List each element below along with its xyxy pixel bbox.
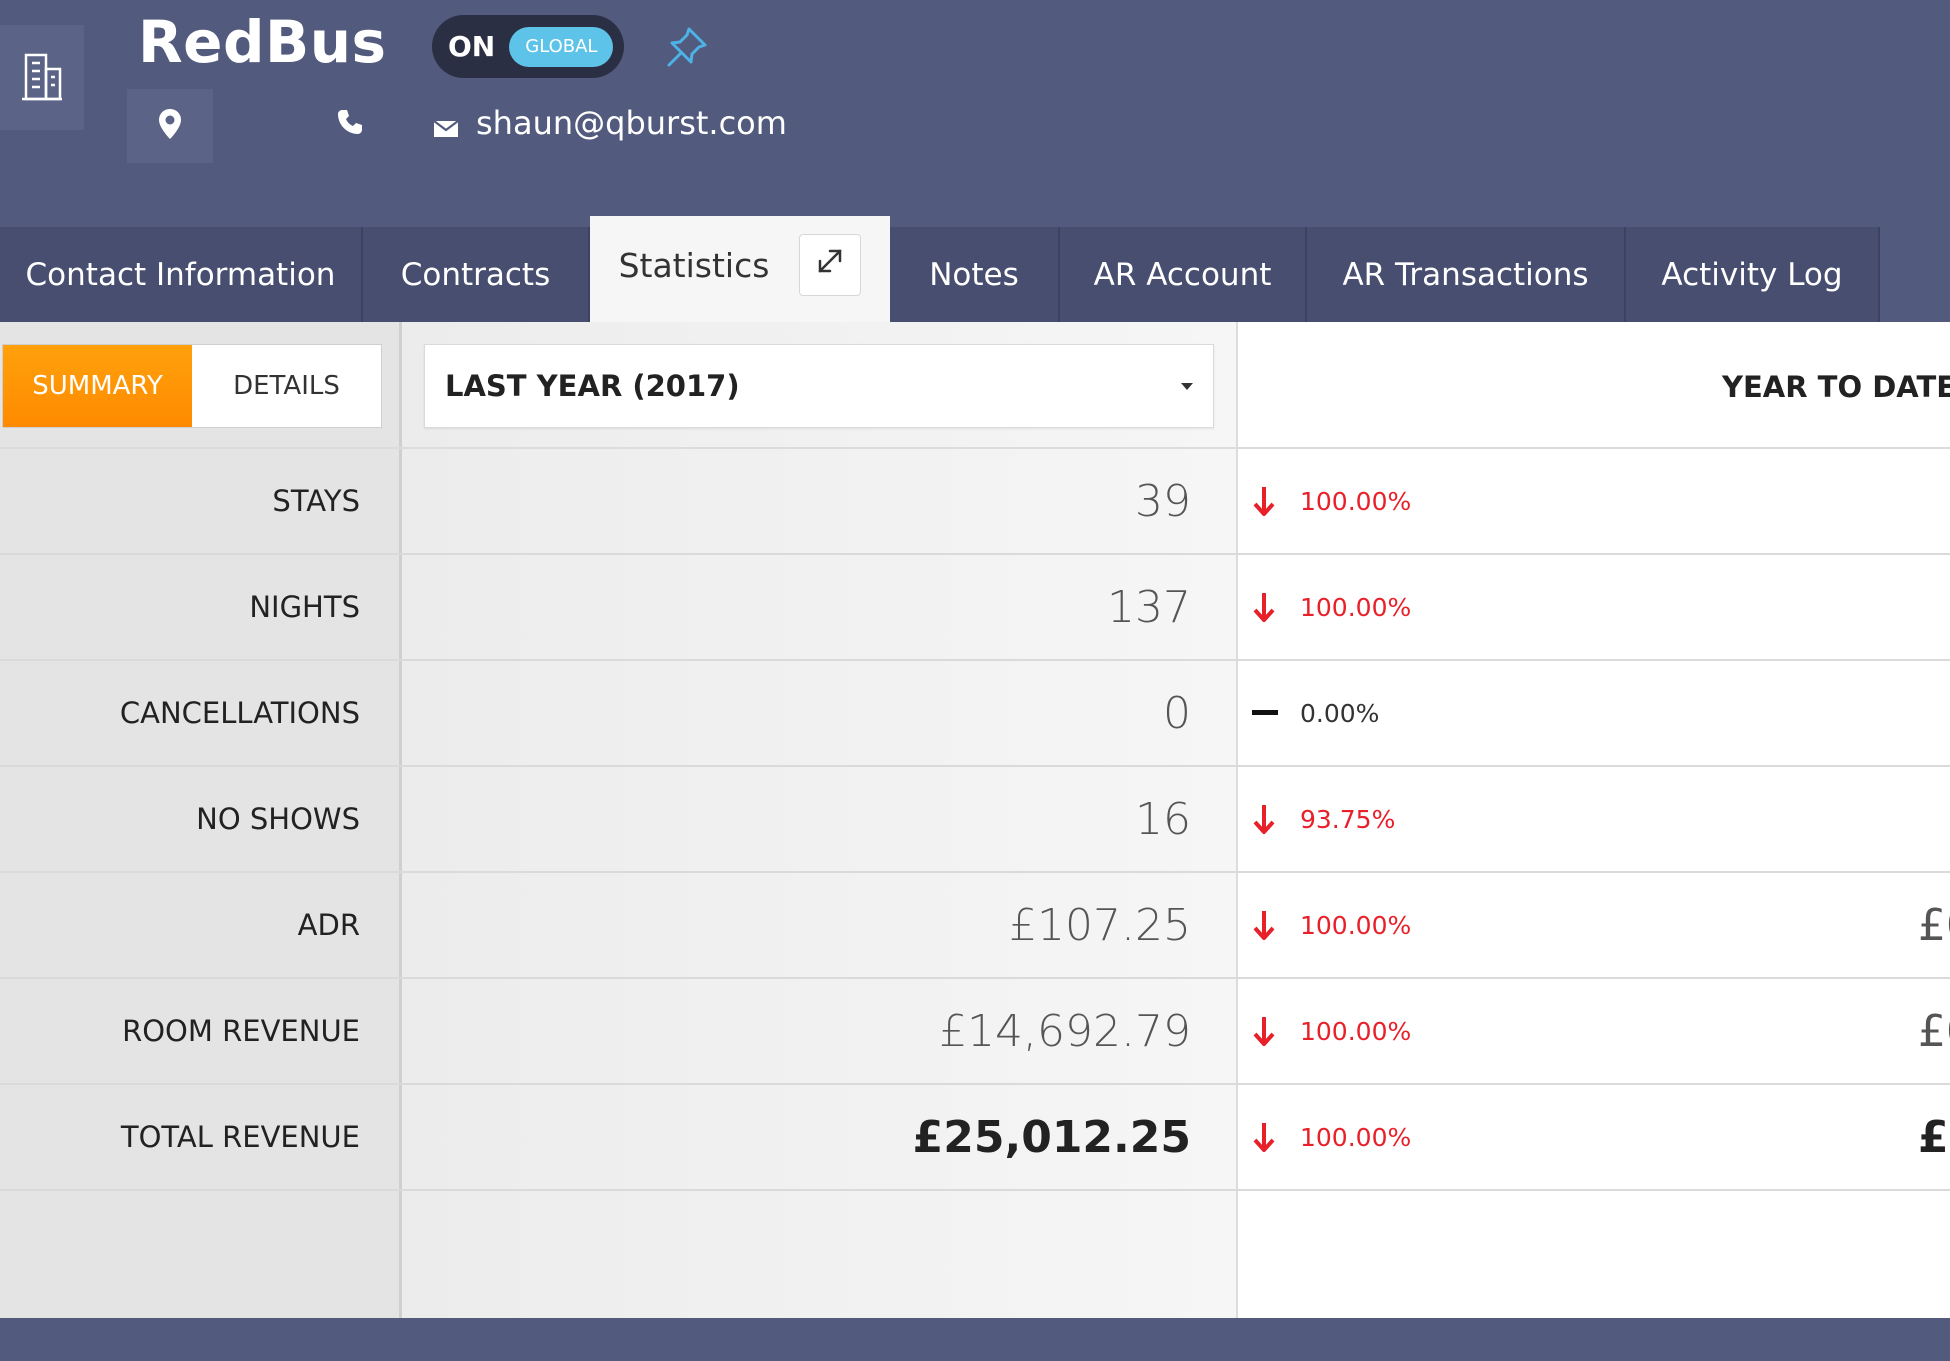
statistics-row: CANCELLATIONS 0 0.00% — [0, 661, 1950, 767]
expand-icon — [813, 244, 847, 286]
metric-label: CANCELLATIONS — [119, 696, 360, 730]
period-select[interactable]: LAST YEAR (2017) — [424, 344, 1214, 428]
tab-label: Contracts — [400, 256, 551, 293]
change-percent: 100.00% — [1300, 1016, 1412, 1046]
metric-change: 100.00% — [1252, 555, 1411, 659]
ytd-value: £0 — [1918, 899, 1950, 951]
summary-button[interactable]: SUMMARY — [3, 345, 192, 427]
arrow-down-icon — [1252, 484, 1284, 518]
tab-ar-transactions[interactable]: AR Transactions — [1307, 227, 1626, 322]
pin-icon[interactable] — [662, 22, 712, 76]
toggle-scope-pill: GLOBAL — [509, 26, 614, 67]
metric-label-column — [0, 322, 402, 1318]
metric-change: 100.00% — [1252, 873, 1411, 977]
ytd-value: £0 — [1918, 1111, 1950, 1163]
tab-notes[interactable]: Notes — [890, 227, 1060, 322]
email-address[interactable]: shaun@qburst.com — [476, 104, 787, 142]
statistics-row: ADR £107.25 100.00% £0 — [0, 873, 1950, 979]
metric-label: ADR — [297, 908, 360, 942]
metric-label: STAYS — [272, 484, 360, 518]
tab-label: AR Transactions — [1342, 256, 1589, 293]
statistics-panel: SUMMARY DETAILS LAST YEAR (2017) YEAR TO… — [0, 322, 1950, 1318]
metric-change: 100.00% — [1252, 1085, 1411, 1189]
location-button[interactable] — [127, 89, 213, 163]
tab-contracts[interactable]: Contracts — [363, 227, 590, 322]
metric-change: 93.75% — [1252, 767, 1395, 871]
company-name: RedBus — [138, 8, 387, 76]
global-toggle[interactable]: ON GLOBAL — [432, 15, 624, 78]
toggle-state-label: ON — [448, 30, 496, 63]
arrow-down-icon — [1252, 590, 1284, 624]
arrow-down-icon — [1252, 1120, 1284, 1154]
last-year-column — [402, 322, 1236, 1318]
view-mode-toggle: SUMMARY DETAILS — [2, 344, 382, 428]
arrow-down-icon — [1252, 1014, 1284, 1048]
tab-contact-information[interactable]: Contact Information — [0, 227, 363, 322]
metric-value: 39 — [1135, 475, 1191, 527]
period-select-value: LAST YEAR (2017) — [445, 369, 740, 403]
tab-bar: Contact Information Contracts Statistics… — [0, 216, 1880, 322]
metric-change: 100.00% — [1252, 449, 1411, 553]
metric-label: TOTAL REVENUE — [120, 1120, 360, 1154]
change-percent: 0.00% — [1300, 698, 1380, 728]
metric-value: 16 — [1135, 793, 1191, 845]
metric-label: ROOM REVENUE — [122, 1014, 360, 1048]
metric-value: 137 — [1107, 581, 1191, 633]
tab-label: Contact Information — [25, 256, 336, 293]
statistics-row: NIGHTS 137 100.00% — [0, 555, 1950, 661]
metric-value: £107.25 — [1009, 899, 1191, 951]
ytd-value: £0 — [1918, 1005, 1950, 1057]
caret-down-icon — [1181, 383, 1193, 390]
metric-value: £14,692.79 — [939, 1005, 1191, 1057]
change-percent: 100.00% — [1300, 910, 1412, 940]
statistics-row: NO SHOWS 16 93.75% — [0, 767, 1950, 873]
building-icon — [20, 49, 64, 107]
dash-icon — [1252, 710, 1284, 716]
expand-button[interactable] — [799, 234, 862, 296]
arrow-down-icon — [1252, 802, 1284, 836]
tab-ar-account[interactable]: AR Account — [1060, 227, 1307, 322]
change-percent: 100.00% — [1300, 1122, 1412, 1152]
change-percent: 100.00% — [1300, 486, 1412, 516]
statistics-row: STAYS 39 100.00% — [0, 449, 1950, 555]
footer-band — [0, 1318, 1950, 1361]
metric-value: 0 — [1163, 687, 1191, 739]
tab-activity-log[interactable]: Activity Log — [1626, 227, 1880, 322]
year-to-date-header: YEAR TO DATE (2 — [1722, 370, 1950, 404]
year-to-date-column — [1236, 322, 1950, 1318]
metric-change: 100.00% — [1252, 979, 1411, 1083]
tab-label: AR Account — [1093, 256, 1272, 293]
details-button[interactable]: DETAILS — [192, 345, 381, 427]
tab-label: Notes — [929, 256, 1019, 293]
metric-value: £25,012.25 — [912, 1111, 1191, 1163]
email-icon — [433, 119, 459, 143]
tab-label: Activity Log — [1661, 256, 1843, 293]
metric-change: 0.00% — [1252, 661, 1379, 765]
phone-icon[interactable] — [336, 108, 364, 140]
company-avatar — [0, 25, 84, 130]
divider — [0, 447, 1950, 449]
metric-label: NO SHOWS — [196, 802, 360, 836]
change-percent: 100.00% — [1300, 592, 1412, 622]
tab-label: Statistics — [618, 245, 770, 285]
statistics-row: ROOM REVENUE £14,692.79 100.00% £0 — [0, 979, 1950, 1085]
statistics-row: TOTAL REVENUE £25,012.25 100.00% £0 — [0, 1085, 1950, 1191]
arrow-down-icon — [1252, 908, 1284, 942]
location-pin-icon — [157, 107, 183, 145]
change-percent: 93.75% — [1300, 804, 1396, 834]
tab-statistics[interactable]: Statistics — [590, 216, 890, 322]
metric-label: NIGHTS — [249, 590, 360, 624]
